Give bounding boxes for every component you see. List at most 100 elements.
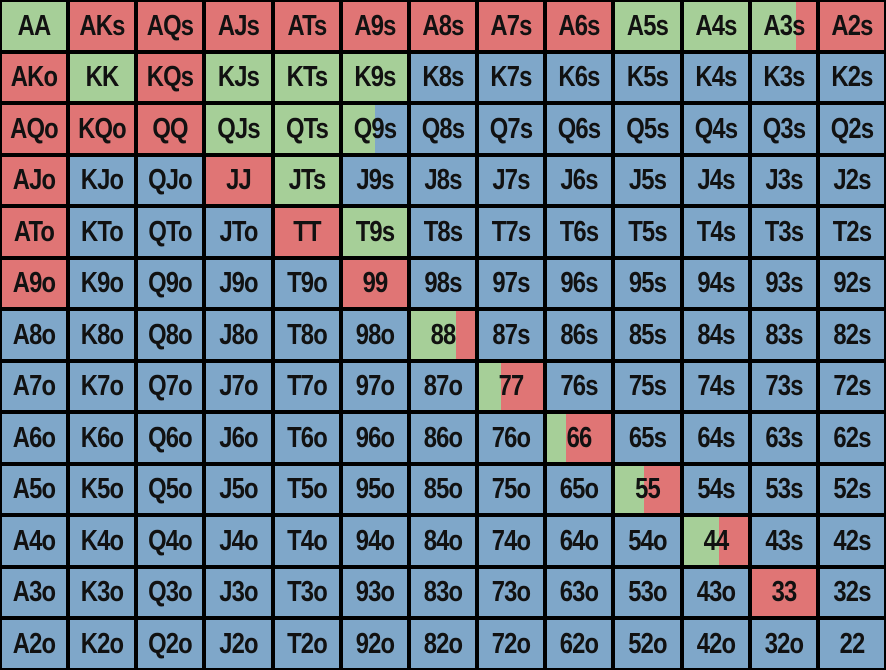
hand-cell-J3o: J3o	[206, 569, 271, 616]
hand-cell-T5s: T5s	[615, 208, 680, 256]
hand-label: T4s	[696, 215, 736, 248]
hand-cell-raise-fill	[206, 2, 271, 50]
hand-cell-98s: 98s	[411, 260, 475, 307]
hand-label: T8o	[287, 318, 328, 351]
hand-label: 74s	[697, 370, 735, 402]
hand-cell-K9s: K9s	[343, 54, 407, 101]
hand-label: 98o	[355, 318, 395, 351]
hand-cell-AJs: AJs	[206, 2, 271, 50]
hand-cell-call-fill	[275, 105, 339, 153]
hand-cell-63s: 63s	[752, 414, 816, 462]
hand-cell-A2s: A2s	[820, 2, 884, 50]
hand-label: Q3s	[762, 112, 806, 145]
hand-cell-J4s: J4s	[684, 157, 748, 204]
hand-cell-96o: 96o	[343, 414, 407, 462]
hand-cell-raise-fill	[2, 105, 66, 153]
hand-label: 64s	[697, 421, 735, 454]
hand-cell-42o: 42o	[684, 620, 748, 668]
hand-label: K8o	[80, 318, 124, 351]
hand-cell-J6o: J6o	[206, 414, 271, 462]
hand-label: 32o	[764, 627, 804, 660]
hand-cell-Q2s: Q2s	[820, 105, 884, 153]
hand-cell-93s: 93s	[752, 260, 816, 307]
hand-cell-K5o: K5o	[70, 466, 134, 513]
hand-cell-QQ: QQ	[138, 105, 202, 153]
hand-cell-85o: 85o	[411, 466, 475, 513]
hand-label: J5o	[219, 473, 258, 505]
hand-label: K7o	[80, 370, 124, 402]
hand-cell-A2o: A2o	[2, 620, 66, 668]
hand-cell-64s: 64s	[684, 414, 748, 462]
hand-cell-72o: 72o	[479, 620, 543, 668]
hand-cell-52s: 52s	[820, 466, 884, 513]
hand-cell-T2s: T2s	[820, 208, 884, 256]
hand-cell-62s: 62s	[820, 414, 884, 462]
hand-cell-93o: 93o	[343, 569, 407, 616]
hand-label: 82o	[423, 627, 463, 660]
hand-label: A5s	[626, 9, 669, 42]
hand-cell-96s: 96s	[547, 260, 611, 307]
hand-cell-83s: 83s	[752, 311, 816, 359]
hand-label: 62s	[833, 421, 871, 454]
hand-cell-J2o: J2o	[206, 620, 271, 668]
hand-cell-K8s: K8s	[411, 54, 475, 101]
hand-label: K6s	[558, 61, 600, 93]
hand-label: 54o	[628, 524, 667, 557]
hand-cell-97s: 97s	[479, 260, 543, 307]
hand-cell-raise-fill	[275, 2, 339, 50]
hand-label: K4s	[695, 61, 737, 93]
hand-cell-Q4o: Q4o	[138, 517, 202, 565]
hand-label: Q9s	[353, 112, 397, 145]
hand-label: 44	[703, 524, 730, 557]
hand-label: QQ	[152, 112, 188, 145]
hand-cell-AKs: AKs	[70, 2, 134, 50]
hand-cell-QTo: QTo	[138, 208, 202, 256]
hand-cell-92o: 92o	[343, 620, 407, 668]
hand-cell-raise-fill	[206, 157, 271, 204]
hand-label: 93o	[355, 576, 395, 608]
hand-cell-A3s: A3s	[752, 2, 816, 50]
hand-cell-call-fill	[275, 54, 339, 101]
hand-cell-JTs: JTs	[275, 157, 339, 204]
hand-label: K4o	[80, 524, 124, 557]
hand-label: AJs	[217, 9, 260, 42]
hand-cell-K6o: K6o	[70, 414, 134, 462]
hand-cell-T8o: T8o	[275, 311, 339, 359]
hand-label: 83s	[765, 318, 803, 351]
hand-label: KQo	[78, 112, 127, 145]
hand-cell-call-fill	[411, 311, 456, 359]
hand-cell-K2o: K2o	[70, 620, 134, 668]
hand-cell-Q8o: Q8o	[138, 311, 202, 359]
hand-cell-JTo: JTo	[206, 208, 271, 256]
hand-label: J4s	[697, 164, 735, 196]
hand-label: A4s	[695, 9, 737, 42]
hand-cell-raise-fill	[455, 311, 475, 359]
hand-label: AJo	[12, 164, 56, 196]
hand-cell-64o: 64o	[547, 517, 611, 565]
hand-cell-44: 44	[684, 517, 748, 565]
hand-cell-raise-fill	[343, 260, 407, 307]
hand-cell-95s: 95s	[615, 260, 680, 307]
hand-label: QTo	[148, 215, 192, 248]
hand-cell-33: 33	[752, 569, 816, 616]
hand-label: KJo	[80, 164, 124, 196]
hand-cell-K6s: K6s	[547, 54, 611, 101]
hand-label: JTo	[219, 215, 258, 248]
hand-cell-call-fill	[479, 363, 502, 410]
hand-cell-T3o: T3o	[275, 569, 339, 616]
hand-cell-T6s: T6s	[547, 208, 611, 256]
hand-label: J4o	[219, 524, 258, 557]
hand-cell-AQo: AQo	[2, 105, 66, 153]
hand-label: JJ	[226, 164, 252, 196]
hand-label: 85o	[423, 473, 463, 505]
hand-cell-74o: 74o	[479, 517, 543, 565]
hand-label: 99	[362, 267, 389, 299]
hand-label: 85s	[628, 318, 667, 351]
hand-label: 87o	[423, 370, 463, 402]
hand-cell-T7o: T7o	[275, 363, 339, 410]
hand-cell-raise-fill	[138, 105, 202, 153]
hand-cell-54s: 54s	[684, 466, 748, 513]
hand-label: Q5o	[148, 473, 193, 505]
hand-label: J7o	[219, 370, 258, 402]
hand-cell-K8o: K8o	[70, 311, 134, 359]
